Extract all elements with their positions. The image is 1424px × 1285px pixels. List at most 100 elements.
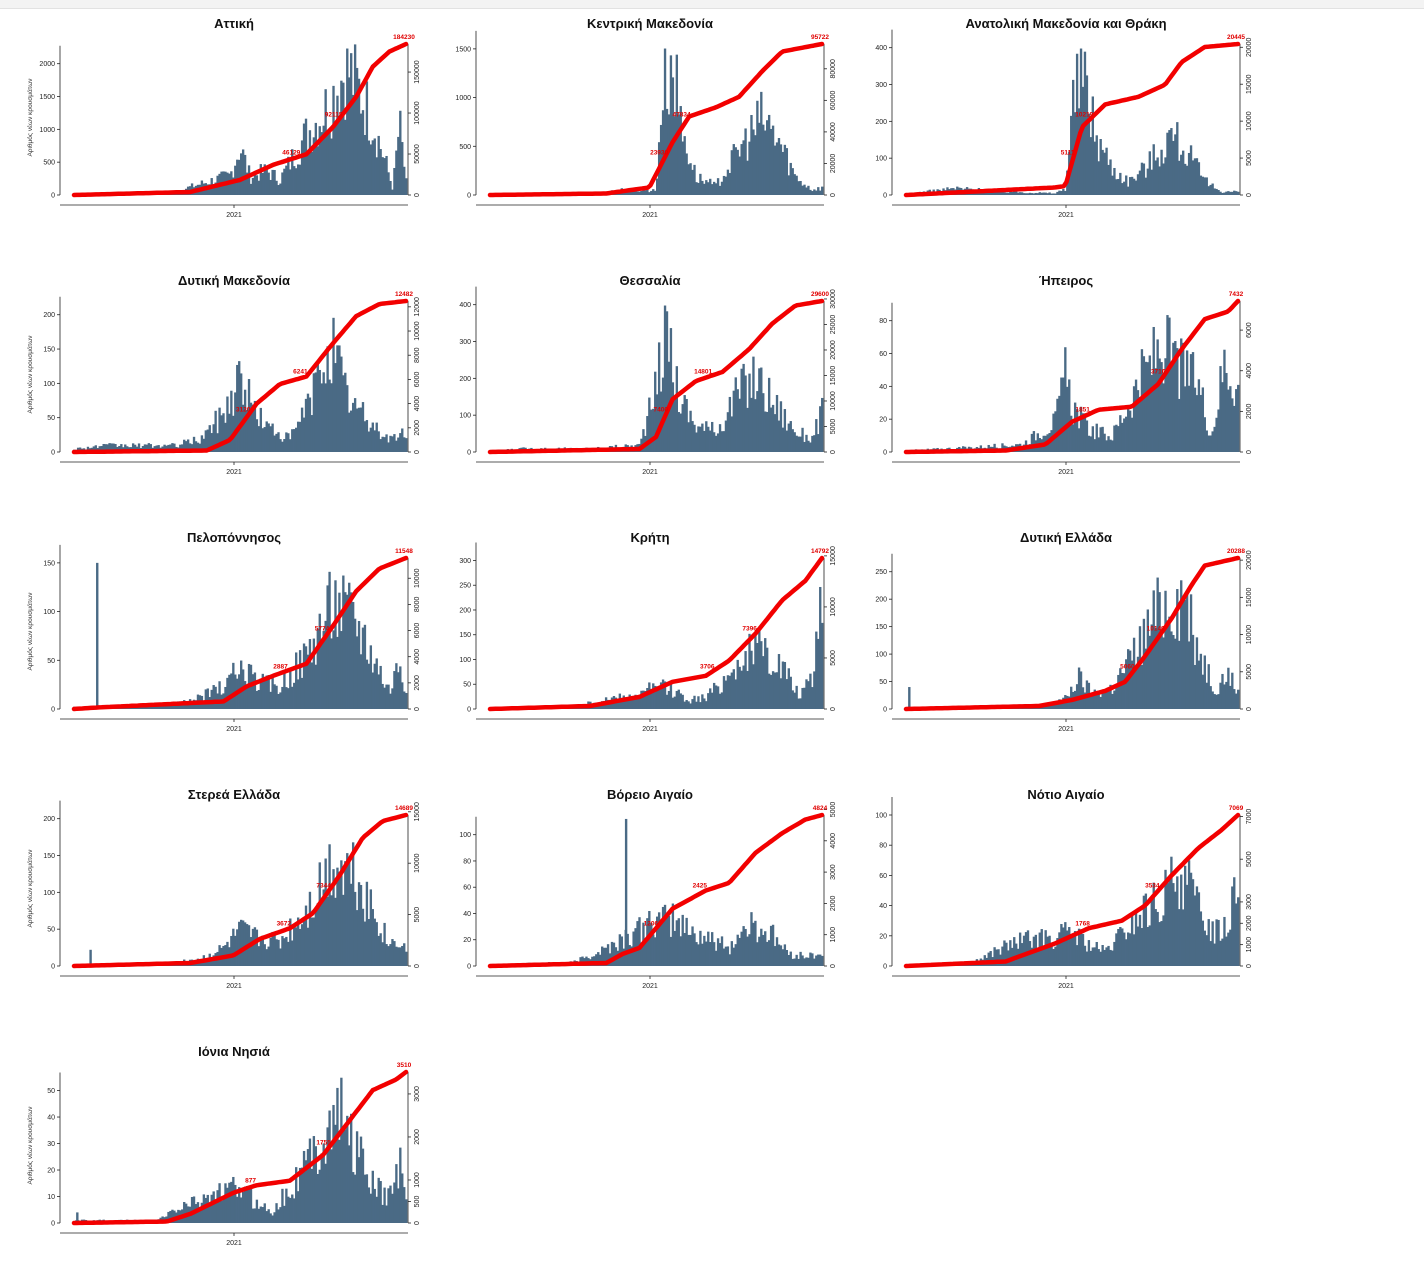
cumulative-label: 92115 bbox=[325, 112, 343, 119]
cumulative-label: 3534 bbox=[1145, 883, 1160, 890]
cumulative-label: 10219 bbox=[1075, 112, 1093, 119]
chart-svg: Θεσσαλία01002003004000500010000150002000… bbox=[416, 257, 832, 514]
bar bbox=[405, 1199, 407, 1223]
x-tick-label: 2021 bbox=[226, 1240, 242, 1247]
left-tick-label: 50 bbox=[47, 927, 55, 934]
left-tick-label: 40 bbox=[879, 384, 887, 391]
left-tick-label: 0 bbox=[51, 1221, 55, 1228]
left-tick-label: 200 bbox=[459, 607, 471, 614]
x-tick-label: 2021 bbox=[1058, 983, 1074, 990]
left-tick-label: 20 bbox=[47, 1168, 55, 1175]
left-tick-label: 100 bbox=[875, 156, 887, 163]
left-tick-label: 200 bbox=[459, 376, 471, 383]
x-tick-label: 2021 bbox=[226, 212, 242, 219]
cumulative-label: 10140 bbox=[1147, 626, 1165, 633]
left-tick-label: 60 bbox=[463, 885, 471, 892]
cumulative-label: 1755 bbox=[316, 1140, 331, 1147]
left-tick-label: 400 bbox=[459, 302, 471, 309]
cumulative-final-label: 14792 bbox=[811, 548, 829, 555]
chart-svg: Νότιο Αιγαίο0204060801000100020003000500… bbox=[832, 771, 1248, 1028]
left-tick-label: 100 bbox=[43, 381, 55, 388]
left-tick-label: 500 bbox=[43, 160, 55, 167]
left-tick-label: 30 bbox=[47, 1141, 55, 1148]
left-tick-label: 250 bbox=[875, 569, 887, 576]
right-tick-label: 15000 bbox=[1246, 588, 1253, 608]
x-tick-label: 2021 bbox=[1058, 212, 1074, 219]
left-tick-label: 100 bbox=[459, 832, 471, 839]
left-tick-label: 300 bbox=[459, 558, 471, 565]
cumulative-label: 5111 bbox=[1061, 149, 1075, 156]
chart-title: Ανατολική Μακεδονία και Θράκη bbox=[965, 16, 1166, 31]
cumulative-label: 7344 bbox=[316, 883, 331, 890]
cumulative-label: 3716 bbox=[1151, 369, 1166, 376]
bar bbox=[821, 187, 823, 195]
left-tick-label: 0 bbox=[883, 193, 887, 200]
bar bbox=[405, 952, 407, 966]
right-tick-label: 0 bbox=[1246, 193, 1253, 197]
cumulative-final-label: 14689 bbox=[395, 805, 413, 812]
x-tick-label: 2021 bbox=[226, 469, 242, 476]
chart-title: Κεντρική Μακεδονία bbox=[587, 16, 713, 31]
left-tick-label: 0 bbox=[467, 707, 471, 714]
left-tick-label: 20 bbox=[879, 933, 887, 940]
x-tick-label: 2021 bbox=[642, 983, 658, 990]
left-tick-label: 80 bbox=[879, 843, 887, 850]
x-tick-label: 2021 bbox=[226, 983, 242, 990]
left-tick-label: 500 bbox=[459, 144, 471, 151]
left-tick-label: 50 bbox=[463, 682, 471, 689]
left-tick-label: 1500 bbox=[39, 94, 55, 101]
cumulative-label: 3706 bbox=[700, 663, 715, 670]
y-axis-label: Αριθμός νέων κρουσμάτων bbox=[26, 78, 34, 156]
left-tick-label: 80 bbox=[879, 318, 887, 325]
right-tick-label: 0 bbox=[1246, 964, 1253, 968]
left-tick-label: 100 bbox=[43, 890, 55, 897]
left-tick-label: 1000 bbox=[455, 95, 471, 102]
left-tick-label: 0 bbox=[883, 707, 887, 714]
cumulative-final-label: 4824 bbox=[813, 805, 828, 812]
y-axis-label: Αριθμός νέων κρουσμάτων bbox=[26, 335, 34, 413]
left-tick-label: 150 bbox=[875, 624, 887, 631]
cumulative-final-label: 11548 bbox=[395, 548, 413, 555]
cumulative-label: 14801 bbox=[694, 369, 712, 376]
cumulative-label: 6241 bbox=[293, 369, 308, 376]
cumulative-label: 3672 bbox=[277, 920, 292, 927]
left-tick-label: 150 bbox=[459, 632, 471, 639]
left-tick-label: 0 bbox=[467, 964, 471, 971]
right-tick-label: 5000 bbox=[1246, 851, 1253, 867]
left-tick-label: 0 bbox=[883, 964, 887, 971]
right-tick-label: 0 bbox=[1246, 707, 1253, 711]
left-tick-label: 20 bbox=[879, 417, 887, 424]
bar bbox=[821, 398, 823, 452]
left-tick-label: 50 bbox=[47, 1088, 55, 1095]
cumulative-final-label: 7069 bbox=[1229, 805, 1244, 812]
cumulative-label: 1851 bbox=[1075, 406, 1090, 413]
bar bbox=[821, 956, 823, 966]
chart-title: Ιόνια Νησιά bbox=[198, 1044, 270, 1059]
cumulative-final-label: 3510 bbox=[397, 1062, 412, 1069]
cumulative-label: 1768 bbox=[1075, 920, 1090, 927]
right-tick-label: 0 bbox=[1246, 450, 1253, 454]
y-axis-label: Αριθμός νέων κρουσμάτων bbox=[26, 1106, 34, 1184]
left-tick-label: 10 bbox=[47, 1194, 55, 1201]
cumulative-final-label: 20288 bbox=[1227, 548, 1245, 555]
chart-title: Βόρειο Αιγαίο bbox=[607, 787, 693, 802]
cumulative-label: 7396 bbox=[742, 626, 757, 633]
left-tick-label: 300 bbox=[459, 339, 471, 346]
left-tick-label: 60 bbox=[879, 351, 887, 358]
chart-svg: Κεντρική Μακεδονία0500100015000200004000… bbox=[416, 0, 832, 257]
bar bbox=[405, 438, 407, 452]
x-tick-label: 2021 bbox=[642, 212, 658, 219]
right-tick-label: 20000 bbox=[1246, 550, 1253, 570]
cumulative-label: 23930 bbox=[650, 149, 668, 156]
cumulative-final-label: 7432 bbox=[1229, 291, 1244, 298]
cumulative-label: 46129 bbox=[282, 149, 300, 156]
bar-spike bbox=[625, 819, 627, 966]
